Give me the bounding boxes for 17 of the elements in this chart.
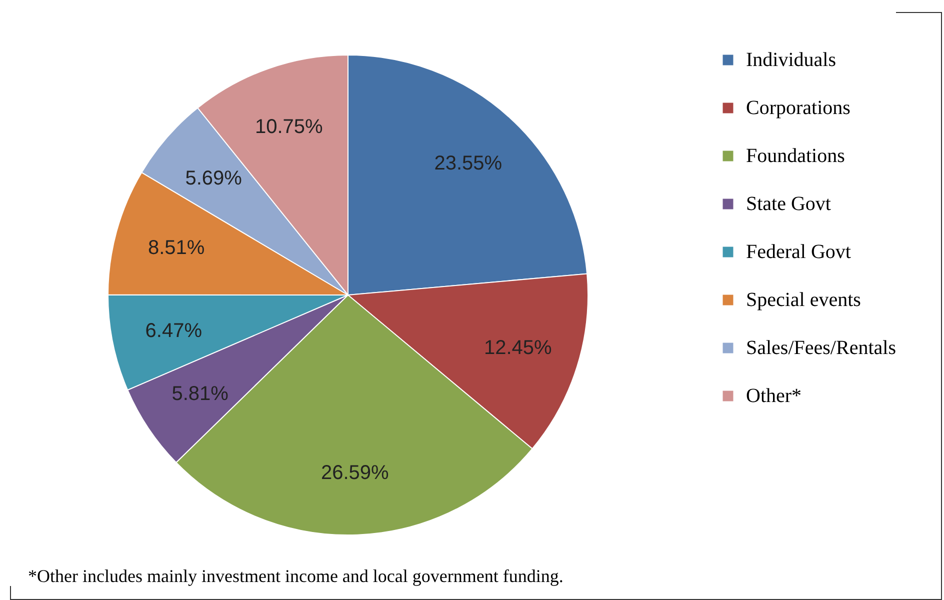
legend-label: Individuals [746, 49, 836, 71]
data-label: 5.69% [185, 167, 242, 190]
legend-label: Federal Govt [746, 241, 852, 263]
data-label: 5.81% [172, 383, 229, 405]
data-label: 6.47% [145, 320, 202, 342]
legend-label: Special events [746, 289, 862, 311]
legend-label: Foundations [746, 145, 846, 167]
legend-label: Corporations [746, 97, 851, 119]
legend-label: Other* [746, 385, 802, 407]
data-label: 12.45% [484, 337, 552, 360]
data-label: 8.51% [148, 236, 205, 259]
data-label: 10.75% [255, 116, 324, 138]
text: *Other includes mainly investment income and local government funding. [28, 566, 564, 586]
legend-label: State Govt [746, 193, 832, 215]
data-label: 26.59% [320, 462, 390, 484]
data-label: 23.55% [434, 152, 502, 175]
legend-label: Sales/Fees/Rentals [746, 337, 896, 359]
